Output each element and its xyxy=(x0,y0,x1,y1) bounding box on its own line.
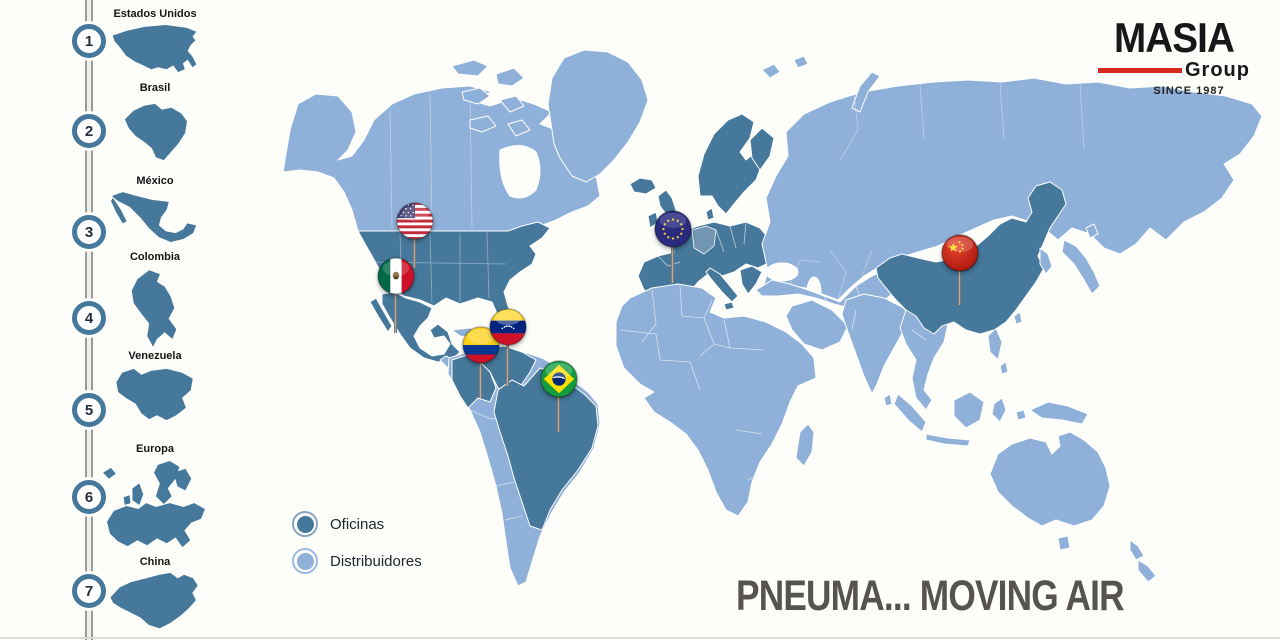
office-legend-icon xyxy=(292,511,318,537)
mexico-silhouette-icon xyxy=(110,192,197,242)
germany-region xyxy=(691,225,717,255)
brazil-silhouette-icon xyxy=(124,103,188,161)
south-america-region xyxy=(447,345,601,587)
country-label: México xyxy=(136,175,174,187)
sidebar-item-colombia: Colombia xyxy=(98,251,212,354)
usa-flag-icon xyxy=(396,202,434,240)
country-label: Brasil xyxy=(139,82,171,94)
sidebar-item-china: China xyxy=(98,556,212,637)
china-silhouette-icon xyxy=(110,572,198,629)
step-badge-5: 5 xyxy=(72,393,106,427)
sidebar-item-mexico: México xyxy=(98,175,212,249)
country-label: China xyxy=(139,556,171,568)
sidebar-item-europa: Europa xyxy=(98,443,212,560)
masia-group-logo: MASIA Group SINCE 1987 xyxy=(1098,14,1250,97)
map-pin-venezuela xyxy=(489,308,527,386)
pin-stick xyxy=(557,390,560,432)
step-badge-3: 3 xyxy=(72,215,106,249)
logo-brand-text: MASIA xyxy=(1114,14,1235,61)
usa-silhouette-icon xyxy=(112,24,197,73)
map-pin-mexico xyxy=(377,257,415,333)
east-asia-islands xyxy=(1039,223,1101,295)
sidebar-item-brasil: Brasil xyxy=(98,82,212,169)
russia-asia-region xyxy=(761,55,1263,308)
north-america-region xyxy=(282,49,649,232)
step-badge-1: 1 xyxy=(72,24,106,58)
country-label: Europa xyxy=(136,443,174,455)
brazil-flag-icon xyxy=(540,360,578,398)
africa-region xyxy=(615,283,817,517)
logo-red-line xyxy=(1098,68,1182,73)
pin-stick xyxy=(413,232,416,268)
sidebar-item-estados-unidos: Estados Unidos xyxy=(98,8,212,79)
colombia-silhouette-icon xyxy=(131,270,177,347)
map-legend: Oficinas Distribuidores xyxy=(292,511,422,585)
european-union-flag-icon xyxy=(654,210,692,248)
bottom-divider xyxy=(0,637,1280,639)
step-badge-6: 6 xyxy=(72,480,106,514)
tagline: PNEUMA... MOVING AIR xyxy=(736,572,1125,620)
china-flag-icon xyxy=(941,234,979,272)
legend-item-offices: Oficinas xyxy=(292,511,422,537)
pin-stick xyxy=(506,338,509,386)
venezuela-silhouette-icon xyxy=(116,368,193,421)
mexico-flag-icon xyxy=(377,257,415,295)
country-label: Estados Unidos xyxy=(113,8,197,20)
distributor-legend-icon xyxy=(292,548,318,574)
map-pin-colombia xyxy=(462,326,500,398)
pin-stick xyxy=(671,240,674,283)
venezuela-flag-icon xyxy=(489,308,527,346)
step-badge-4: 4 xyxy=(72,301,106,335)
oceania-region xyxy=(989,431,1157,583)
pin-stick xyxy=(958,264,961,305)
map-pin-brasil xyxy=(540,360,578,432)
pin-stick xyxy=(394,287,397,333)
colombia-flag-icon xyxy=(462,326,500,364)
pin-stick xyxy=(479,356,482,398)
country-label: Venezuela xyxy=(128,350,182,362)
country-label: Colombia xyxy=(129,251,181,263)
map-pin-europa xyxy=(654,210,692,283)
logo-sub-text: Group xyxy=(1185,59,1250,81)
europe-region xyxy=(629,113,775,311)
sidebar-item-venezuela: Venezuela xyxy=(98,350,212,429)
legend-item-distributors: Distribuidores xyxy=(292,548,422,574)
office-legend-label: Oficinas xyxy=(330,515,385,533)
step-badge-2: 2 xyxy=(72,114,106,148)
step-badge-7: 7 xyxy=(72,574,106,608)
greenland-region xyxy=(547,49,649,183)
distributor-legend-label: Distribuidores xyxy=(330,552,422,570)
logo-since-text: SINCE 1987 xyxy=(1153,85,1225,97)
europe-silhouette-icon xyxy=(103,460,205,548)
map-pin-estados-unidos xyxy=(396,202,434,268)
map-pin-china xyxy=(941,234,979,305)
